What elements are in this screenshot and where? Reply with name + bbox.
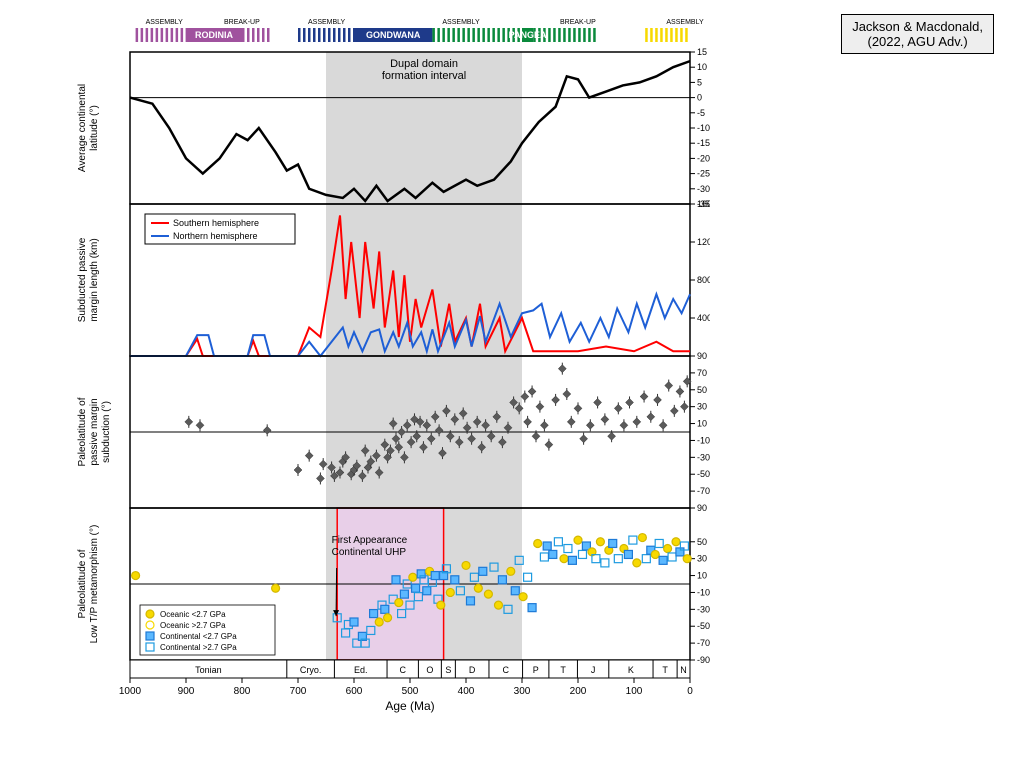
svg-text:D: D	[469, 665, 476, 675]
svg-text:10: 10	[697, 62, 707, 72]
svg-text:500: 500	[402, 686, 419, 697]
svg-text:Low T/P metamorphism (°): Low T/P metamorphism (°)	[89, 525, 100, 644]
svg-text:Cryo.: Cryo.	[300, 665, 322, 675]
svg-text:300: 300	[514, 686, 531, 697]
svg-text:-30: -30	[697, 452, 710, 462]
svg-text:margin length (km): margin length (km)	[89, 238, 100, 321]
svg-text:1000: 1000	[119, 686, 142, 697]
svg-text:15: 15	[697, 47, 707, 57]
svg-text:700: 700	[290, 686, 307, 697]
svg-text:4000: 4000	[697, 313, 710, 323]
svg-text:-10: -10	[697, 123, 710, 133]
svg-text:T: T	[662, 665, 668, 675]
svg-text:8000: 8000	[697, 275, 710, 285]
svg-text:ASSEMBLY: ASSEMBLY	[666, 19, 704, 26]
svg-text:Age (Ma): Age (Ma)	[385, 699, 434, 713]
figure: RODINIA GONDWANA PANGEA ASSEMBLY BREAK-UP ASS…	[70, 10, 710, 750]
svg-text:RODINIA: RODINIA	[195, 30, 234, 40]
svg-text:600: 600	[346, 686, 363, 697]
svg-text:900: 900	[178, 686, 195, 697]
svg-text:Ed.: Ed.	[354, 665, 368, 675]
svg-text:-25: -25	[697, 169, 710, 179]
svg-text:5: 5	[697, 77, 702, 87]
svg-text:Oceanic >2.7 GPa: Oceanic >2.7 GPa	[160, 621, 226, 630]
svg-text:-30: -30	[697, 184, 710, 194]
svg-text:30: 30	[697, 402, 707, 412]
svg-text:90: 90	[697, 503, 707, 513]
svg-text:10: 10	[697, 571, 707, 581]
citation-line1: Jackson & Macdonald,	[852, 19, 983, 34]
svg-text:-70: -70	[697, 638, 710, 648]
svg-text:Paleolatitude of: Paleolatitude of	[77, 397, 88, 466]
svg-text:Continental >2.7 GPa: Continental >2.7 GPa	[160, 643, 237, 652]
svg-text:100: 100	[626, 686, 643, 697]
svg-text:16000: 16000	[697, 199, 710, 209]
svg-text:Continental UHP: Continental UHP	[332, 547, 407, 558]
svg-text:-70: -70	[697, 486, 710, 496]
svg-text:0: 0	[687, 686, 693, 697]
svg-text:12000: 12000	[697, 237, 710, 247]
svg-text:70: 70	[697, 368, 707, 378]
svg-text:latitude (°): latitude (°)	[89, 105, 100, 151]
svg-text:200: 200	[570, 686, 587, 697]
svg-text:-15: -15	[697, 138, 710, 148]
svg-text:-20: -20	[697, 153, 710, 163]
svg-text:0: 0	[697, 93, 702, 103]
svg-text:Tonian: Tonian	[195, 665, 222, 675]
svg-text:passive margin: passive margin	[89, 398, 100, 465]
svg-text:Oceanic <2.7 GPa: Oceanic <2.7 GPa	[160, 610, 226, 619]
svg-text:BREAK-UP: BREAK-UP	[560, 19, 596, 26]
svg-text:J: J	[591, 665, 596, 675]
svg-text:formation interval: formation interval	[382, 70, 466, 82]
svg-text:-50: -50	[697, 621, 710, 631]
svg-text:O: O	[426, 665, 433, 675]
svg-text:First Appearance: First Appearance	[332, 535, 408, 546]
svg-text:ASSEMBLY: ASSEMBLY	[146, 19, 184, 26]
svg-text:-10: -10	[697, 587, 710, 597]
svg-text:Northern hemisphere: Northern hemisphere	[173, 231, 258, 241]
svg-text:-90: -90	[697, 655, 710, 665]
citation-box: Jackson & Macdonald, (2022, AGU Adv.)	[841, 14, 994, 54]
svg-text:800: 800	[234, 686, 251, 697]
svg-text:subduction (°): subduction (°)	[101, 401, 112, 463]
svg-text:30: 30	[697, 554, 707, 564]
svg-text:C: C	[503, 665, 510, 675]
svg-text:Subducted passive: Subducted passive	[77, 237, 88, 322]
svg-text:Continental <2.7 GPa: Continental <2.7 GPa	[160, 632, 237, 641]
svg-text:K: K	[628, 665, 634, 675]
svg-text:Dupal domain: Dupal domain	[390, 58, 458, 70]
svg-text:400: 400	[458, 686, 475, 697]
svg-text:Southern hemisphere: Southern hemisphere	[173, 218, 259, 228]
svg-text:C: C	[399, 665, 406, 675]
svg-text:S: S	[445, 665, 451, 675]
svg-text:P: P	[533, 665, 539, 675]
svg-text:-10: -10	[697, 435, 710, 445]
svg-text:-30: -30	[697, 604, 710, 614]
svg-text:-5: -5	[697, 108, 705, 118]
svg-text:GONDWANA: GONDWANA	[366, 30, 421, 40]
svg-text:PANGEA: PANGEA	[509, 30, 547, 40]
svg-text:-50: -50	[697, 469, 710, 479]
citation-line2: (2022, AGU Adv.)	[852, 34, 983, 49]
figure-svg: RODINIA GONDWANA PANGEA ASSEMBLY BREAK-UP ASS…	[70, 10, 710, 750]
svg-text:BREAK-UP: BREAK-UP	[224, 19, 260, 26]
svg-text:T: T	[560, 665, 566, 675]
svg-text:ASSEMBLY: ASSEMBLY	[442, 19, 480, 26]
svg-text:10: 10	[697, 419, 707, 429]
svg-text:90: 90	[697, 351, 707, 361]
svg-text:N: N	[680, 665, 687, 675]
svg-text:ASSEMBLY: ASSEMBLY	[308, 19, 346, 26]
svg-text:50: 50	[697, 537, 707, 547]
svg-text:Paleolatitude of: Paleolatitude of	[77, 549, 88, 618]
svg-text:Average continental: Average continental	[77, 84, 88, 172]
svg-text:50: 50	[697, 385, 707, 395]
